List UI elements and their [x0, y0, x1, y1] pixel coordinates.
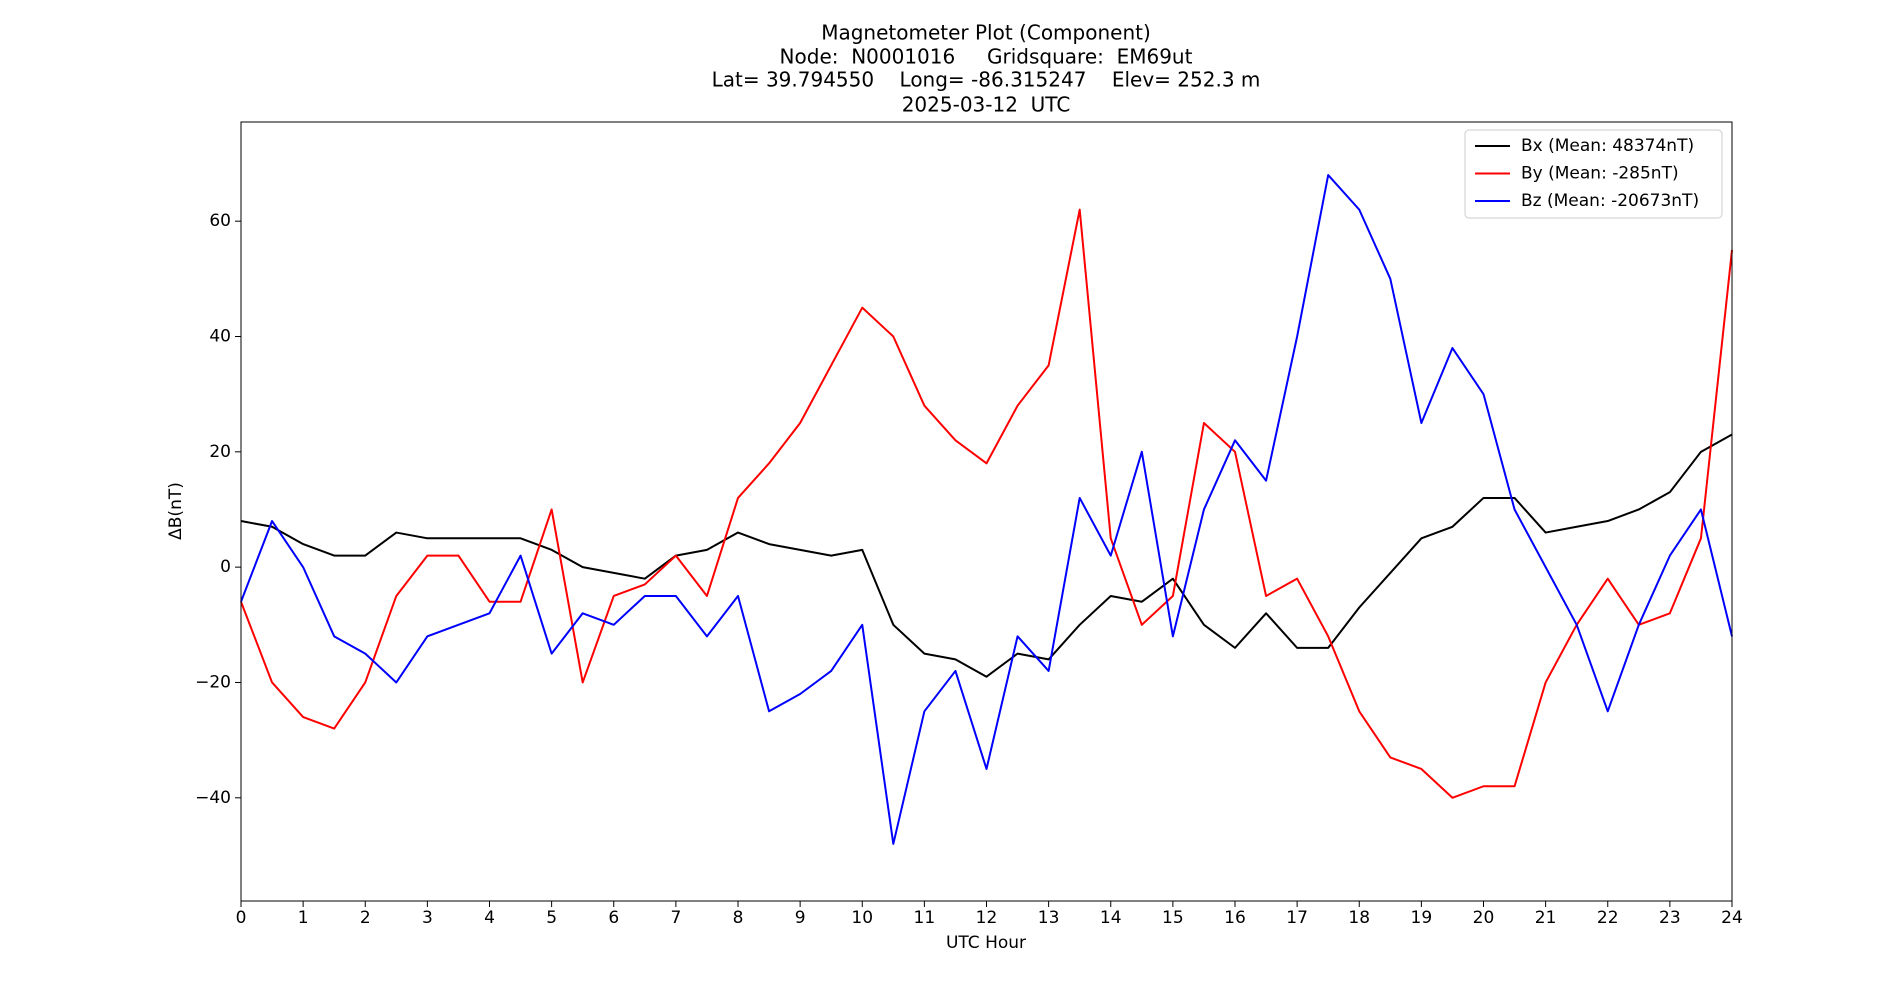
legend-label: By (Mean: -285nT)	[1521, 164, 1679, 184]
y-tick-label: 40	[209, 326, 231, 346]
x-tick-label: 7	[670, 908, 681, 928]
x-tick-label: 23	[1659, 908, 1681, 928]
chart-title: Magnetometer Plot (Component)	[821, 21, 1151, 45]
y-axis-label: ΔB(nT)	[166, 482, 186, 540]
x-tick-label: 4	[484, 908, 495, 928]
legend-box	[1464, 129, 1723, 219]
x-tick-label: 6	[608, 908, 619, 928]
chart-subtitle: Lat= 39.794550 Long= -86.315247 Elev= 25…	[712, 68, 1261, 92]
y-tick-label: 60	[209, 211, 231, 231]
chart-subtitle: 2025-03-12 UTC	[902, 93, 1071, 117]
x-tick-label: 21	[1535, 908, 1557, 928]
y-tick-label: 20	[209, 442, 231, 462]
y-tick-label: −20	[195, 672, 231, 692]
series-line	[240, 208, 1733, 799]
y-tick-label: 0	[220, 557, 231, 577]
x-tick-label: 19	[1411, 908, 1433, 928]
x-tick-label: 24	[1721, 908, 1743, 928]
x-tick-label: 1	[298, 908, 309, 928]
x-tick-label: 12	[976, 908, 998, 928]
y-tick-label: −40	[195, 788, 231, 808]
legend-label: Bz (Mean: -20673nT)	[1521, 191, 1699, 211]
x-tick-label: 22	[1597, 908, 1619, 928]
x-tick-label: 9	[795, 908, 806, 928]
x-tick-label: 5	[546, 908, 557, 928]
x-tick-label: 18	[1348, 908, 1370, 928]
x-tick-label: 17	[1286, 908, 1308, 928]
x-tick-label: 20	[1473, 908, 1495, 928]
plot-frame	[240, 121, 1733, 902]
series-line	[240, 174, 1733, 845]
x-tick-label: 16	[1224, 908, 1246, 928]
x-tick-label: 3	[422, 908, 433, 928]
x-tick-label: 8	[733, 908, 744, 928]
x-tick-label: 15	[1162, 908, 1184, 928]
legend-label: Bx (Mean: 48374nT)	[1521, 136, 1694, 156]
x-axis-label: UTC Hour	[946, 933, 1026, 953]
series-line	[240, 433, 1733, 678]
x-tick-label: 14	[1100, 908, 1122, 928]
x-tick-label: 0	[236, 908, 247, 928]
x-tick-label: 10	[851, 908, 873, 928]
x-tick-label: 2	[360, 908, 371, 928]
x-tick-label: 13	[1038, 908, 1060, 928]
chart-subtitle: Node: N0001016 Gridsquare: EM69ut	[780, 45, 1193, 69]
x-tick-label: 11	[914, 908, 936, 928]
